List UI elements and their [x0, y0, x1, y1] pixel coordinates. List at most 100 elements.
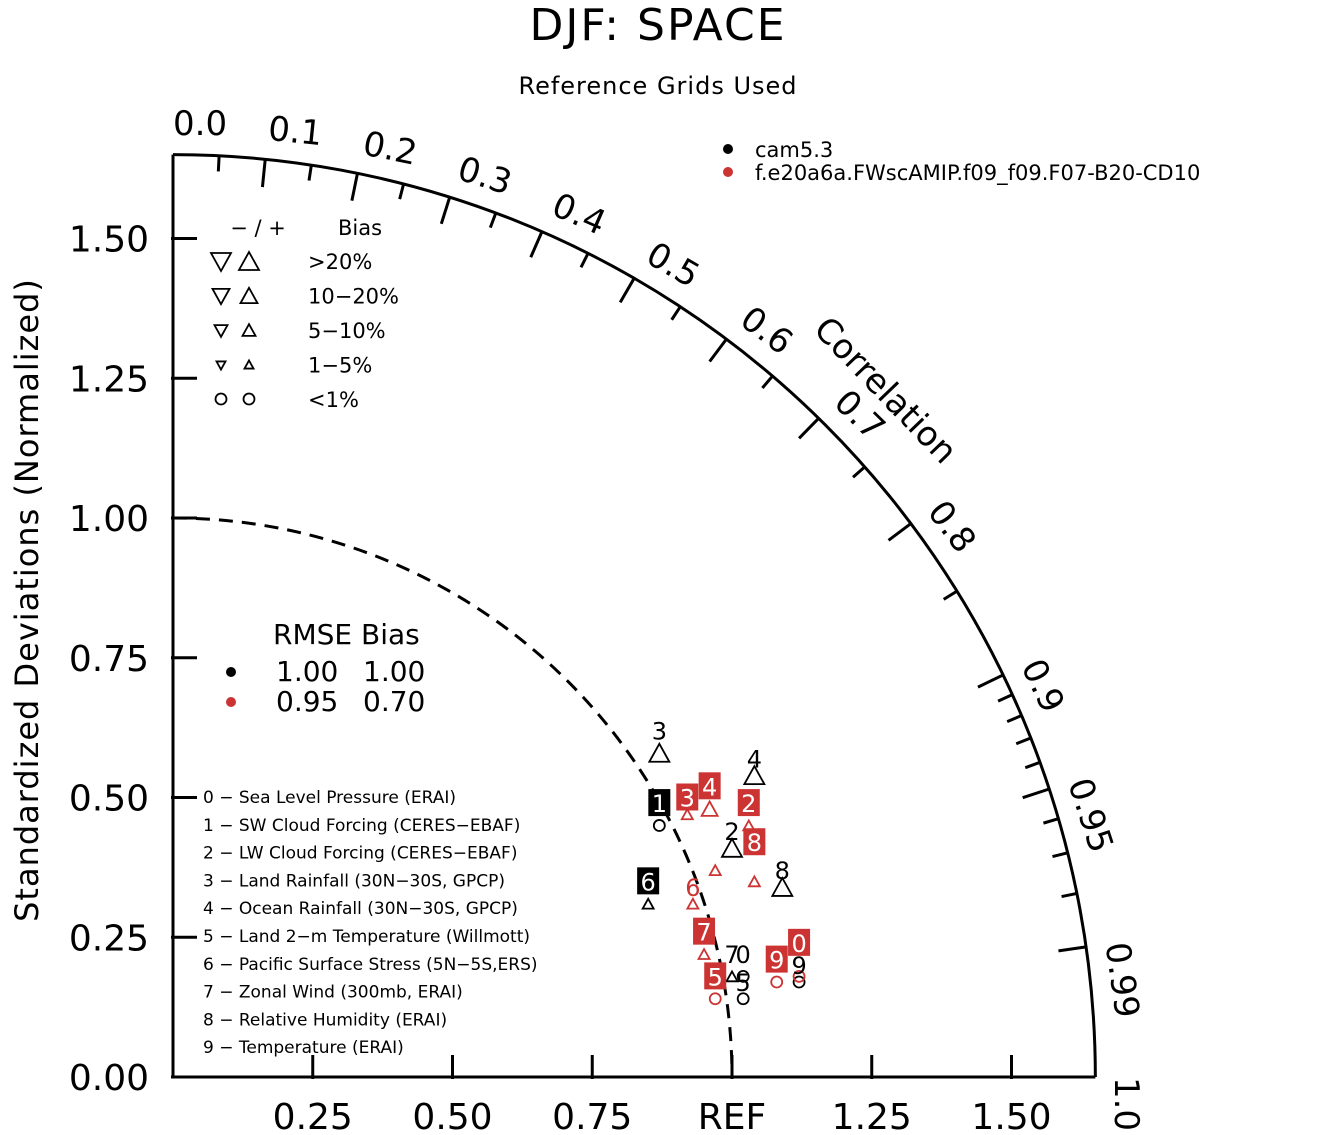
data-marker-triangle	[770, 876, 794, 897]
corr-label: 0.0	[173, 104, 227, 144]
data-marker-circle	[736, 969, 750, 983]
bias-legend-down-triangle	[209, 252, 233, 273]
corr-minor-tick	[1052, 851, 1069, 859]
corr-label: 0.95	[1059, 773, 1121, 857]
data-marker-circle	[792, 969, 806, 983]
case-label: 6 − Pacific Surface Stress (5N−5S,ERS)	[203, 955, 538, 975]
data-label: 8	[747, 829, 762, 857]
corr-label: 0.4	[546, 185, 612, 243]
case-label: 2 − LW Cloud Forcing (CERES−EBAF)	[203, 844, 517, 864]
bias-legend-up-triangle	[237, 250, 261, 271]
data-label: 9	[769, 947, 784, 975]
data-label: 4	[747, 745, 762, 773]
data-marker-circle	[770, 975, 784, 989]
bias-legend-up-triangle	[238, 285, 260, 305]
case-label: 0 − Sea Level Pressure (ERAI)	[203, 788, 456, 808]
data-label: 2	[741, 790, 756, 818]
data-marker-triangle	[680, 807, 695, 821]
corr-major-tick	[798, 417, 820, 440]
data-label-box	[743, 828, 766, 856]
rmse-legend-value: 0.95	[276, 685, 338, 718]
case-label: 5 − Land 2−m Temperature (Willmott)	[203, 927, 530, 947]
series-legend-dot	[723, 167, 733, 177]
data-label: 5	[736, 969, 751, 997]
data-marker-triangle	[724, 969, 740, 983]
data-label-box	[698, 772, 721, 800]
case-label: 9 − Temperature (ERAI)	[203, 1038, 404, 1058]
case-label: 7 − Zonal Wind (300mb, ERAI)	[203, 983, 463, 1003]
data-label-box	[737, 789, 760, 817]
case-label: 4 − Ocean Rainfall (30N−30S, GPCP)	[203, 899, 518, 919]
bias-legend-label: 5−10%	[308, 319, 386, 343]
data-marker-circle	[792, 975, 806, 989]
corr-minor-tick	[1043, 817, 1059, 825]
corr-minor-tick	[579, 252, 590, 268]
corr-major-tick	[1022, 787, 1050, 800]
corr-minor-tick	[997, 693, 1013, 703]
bias-legend-label: <1%	[308, 388, 359, 412]
chart-subtitle: Reference Grids Used	[518, 72, 797, 100]
y-tick-label: 0.00	[69, 1058, 149, 1099]
bias-legend-up-triangle	[240, 322, 258, 337]
data-label: 1	[652, 790, 667, 818]
data-marker-triangle	[720, 836, 744, 858]
data-marker-triangle	[685, 896, 700, 910]
y-axis-label: Standardized Deviations (Normalized)	[8, 278, 46, 922]
outer-arc	[172, 153, 1097, 1078]
bias-legend-title: Bias	[338, 216, 382, 240]
corr-major-tick	[439, 196, 452, 225]
rmse-legend-title: RMSE Bias	[273, 618, 420, 651]
x-tick-label: 1.25	[832, 1097, 912, 1135]
corr-minor-tick	[942, 589, 958, 601]
legends: cam5.3f.e20a6a.FWscAMIP.f09_f09.F07-B20-…	[203, 138, 1200, 1058]
corr-minor-tick	[307, 164, 313, 181]
data-label: 8	[775, 857, 790, 885]
corr-label: 0.3	[453, 149, 517, 203]
data-marker-circle	[708, 992, 722, 1006]
data-marker-circle	[736, 992, 750, 1006]
data-label: 0	[736, 941, 751, 969]
corr-minor-tick	[1015, 736, 1032, 746]
data-marker-triangle	[697, 947, 712, 960]
data-label-box	[788, 928, 811, 956]
data-label-box	[765, 945, 788, 973]
series-legend-label: f.e20a6a.FWscAMIP.f09_f09.F07-B20-CD10	[755, 161, 1200, 186]
bias-legend-circle	[242, 392, 256, 406]
corr-major-tick	[708, 338, 728, 363]
case-label: 8 − Relative Humidity (ERAI)	[203, 1010, 447, 1030]
corr-minor-tick	[670, 305, 682, 321]
corr-label: 0.9	[1013, 653, 1073, 719]
rmse-legend-bias: 0.70	[363, 685, 425, 718]
correlation-axis-label: Correlation	[806, 309, 965, 472]
data-label: 0	[791, 930, 806, 958]
data-marker-triangle	[647, 741, 671, 763]
corr-minor-tick	[216, 155, 221, 172]
data-label: 3	[680, 785, 695, 813]
data-label-box	[676, 783, 699, 811]
bias-legend-down-triangle	[212, 324, 230, 339]
data-label: 6	[685, 874, 700, 902]
corr-minor-tick	[1061, 891, 1078, 899]
corr-label: 1.0	[1106, 1077, 1146, 1131]
data-label: 2	[724, 818, 739, 846]
data-marker-triangle	[708, 863, 723, 877]
bias-legend-circle	[214, 392, 228, 406]
x-tick-label: 0.75	[552, 1097, 632, 1135]
corr-major-tick	[887, 522, 912, 542]
rmse-legend-value: 1.00	[276, 655, 338, 688]
y-tick-label: 1.25	[69, 359, 149, 400]
y-tick-label: 1.50	[69, 220, 149, 261]
y-tick-label: 1.00	[69, 499, 149, 540]
y-tick-label: 0.25	[69, 918, 149, 959]
data-label-box	[704, 962, 727, 990]
reference-arc	[172, 516, 734, 1078]
bias-legend-up-triangle	[242, 358, 256, 370]
corr-major-tick	[350, 172, 359, 201]
corr-major-tick	[529, 231, 544, 258]
corr-major-tick	[1058, 945, 1087, 953]
y-tick-label: 0.75	[69, 639, 149, 680]
data-label: 9	[791, 952, 806, 980]
corr-minor-tick	[1024, 760, 1041, 770]
